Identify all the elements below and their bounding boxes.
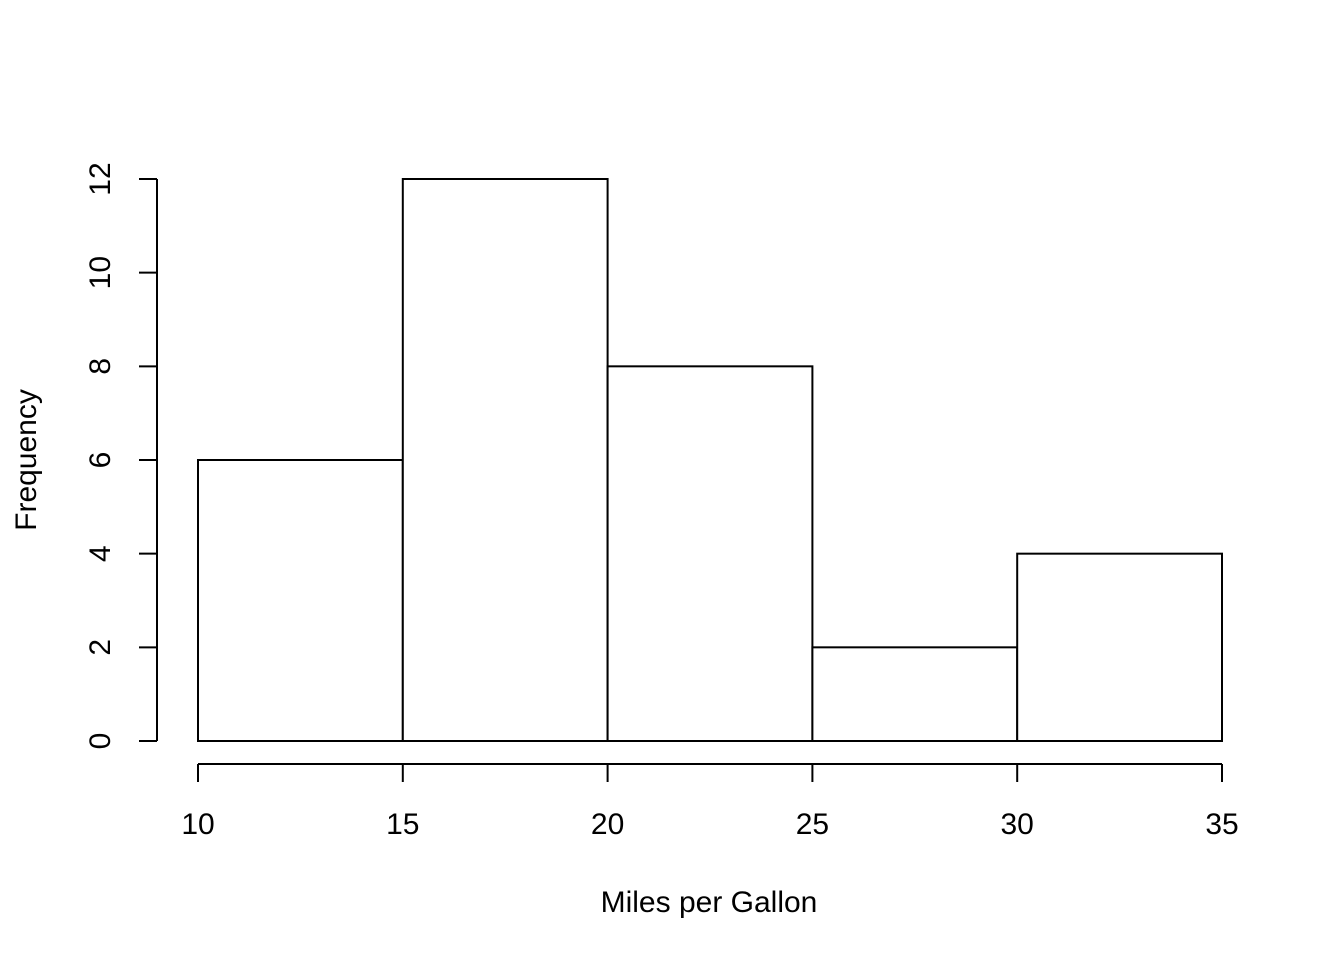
x-tick-label: 25 [796,808,829,841]
y-tick-label: 8 [84,358,117,375]
histogram-bar-10-15 [197,459,404,742]
histogram-bar-25-30 [811,646,1019,742]
x-axis-title: Miles per Gallon [601,886,818,919]
x-tick-label: 35 [1205,808,1238,841]
histogram-bar-30-35 [1016,552,1224,743]
y-tick-label: 10 [84,256,117,289]
x-tick-label: 10 [181,808,214,841]
bars-group [197,178,1224,743]
y-tick-label: 2 [84,639,117,656]
x-tick-label: 20 [591,808,624,841]
y-tick-label: 0 [84,733,117,750]
y-tick-label: 4 [84,545,117,562]
y-tick-label: 6 [84,452,117,469]
histogram-bar-15-20 [401,178,609,742]
x-axis: 10 15 20 25 30 35 [181,763,1239,841]
y-axis: 0 2 4 6 8 10 12 [84,162,158,750]
histogram-bar-20-25 [606,365,814,742]
x-tick-label: 30 [1001,808,1034,841]
x-tick-label: 15 [386,808,419,841]
y-axis-title: Frequency [10,389,43,531]
y-tick-label: 12 [84,162,117,195]
